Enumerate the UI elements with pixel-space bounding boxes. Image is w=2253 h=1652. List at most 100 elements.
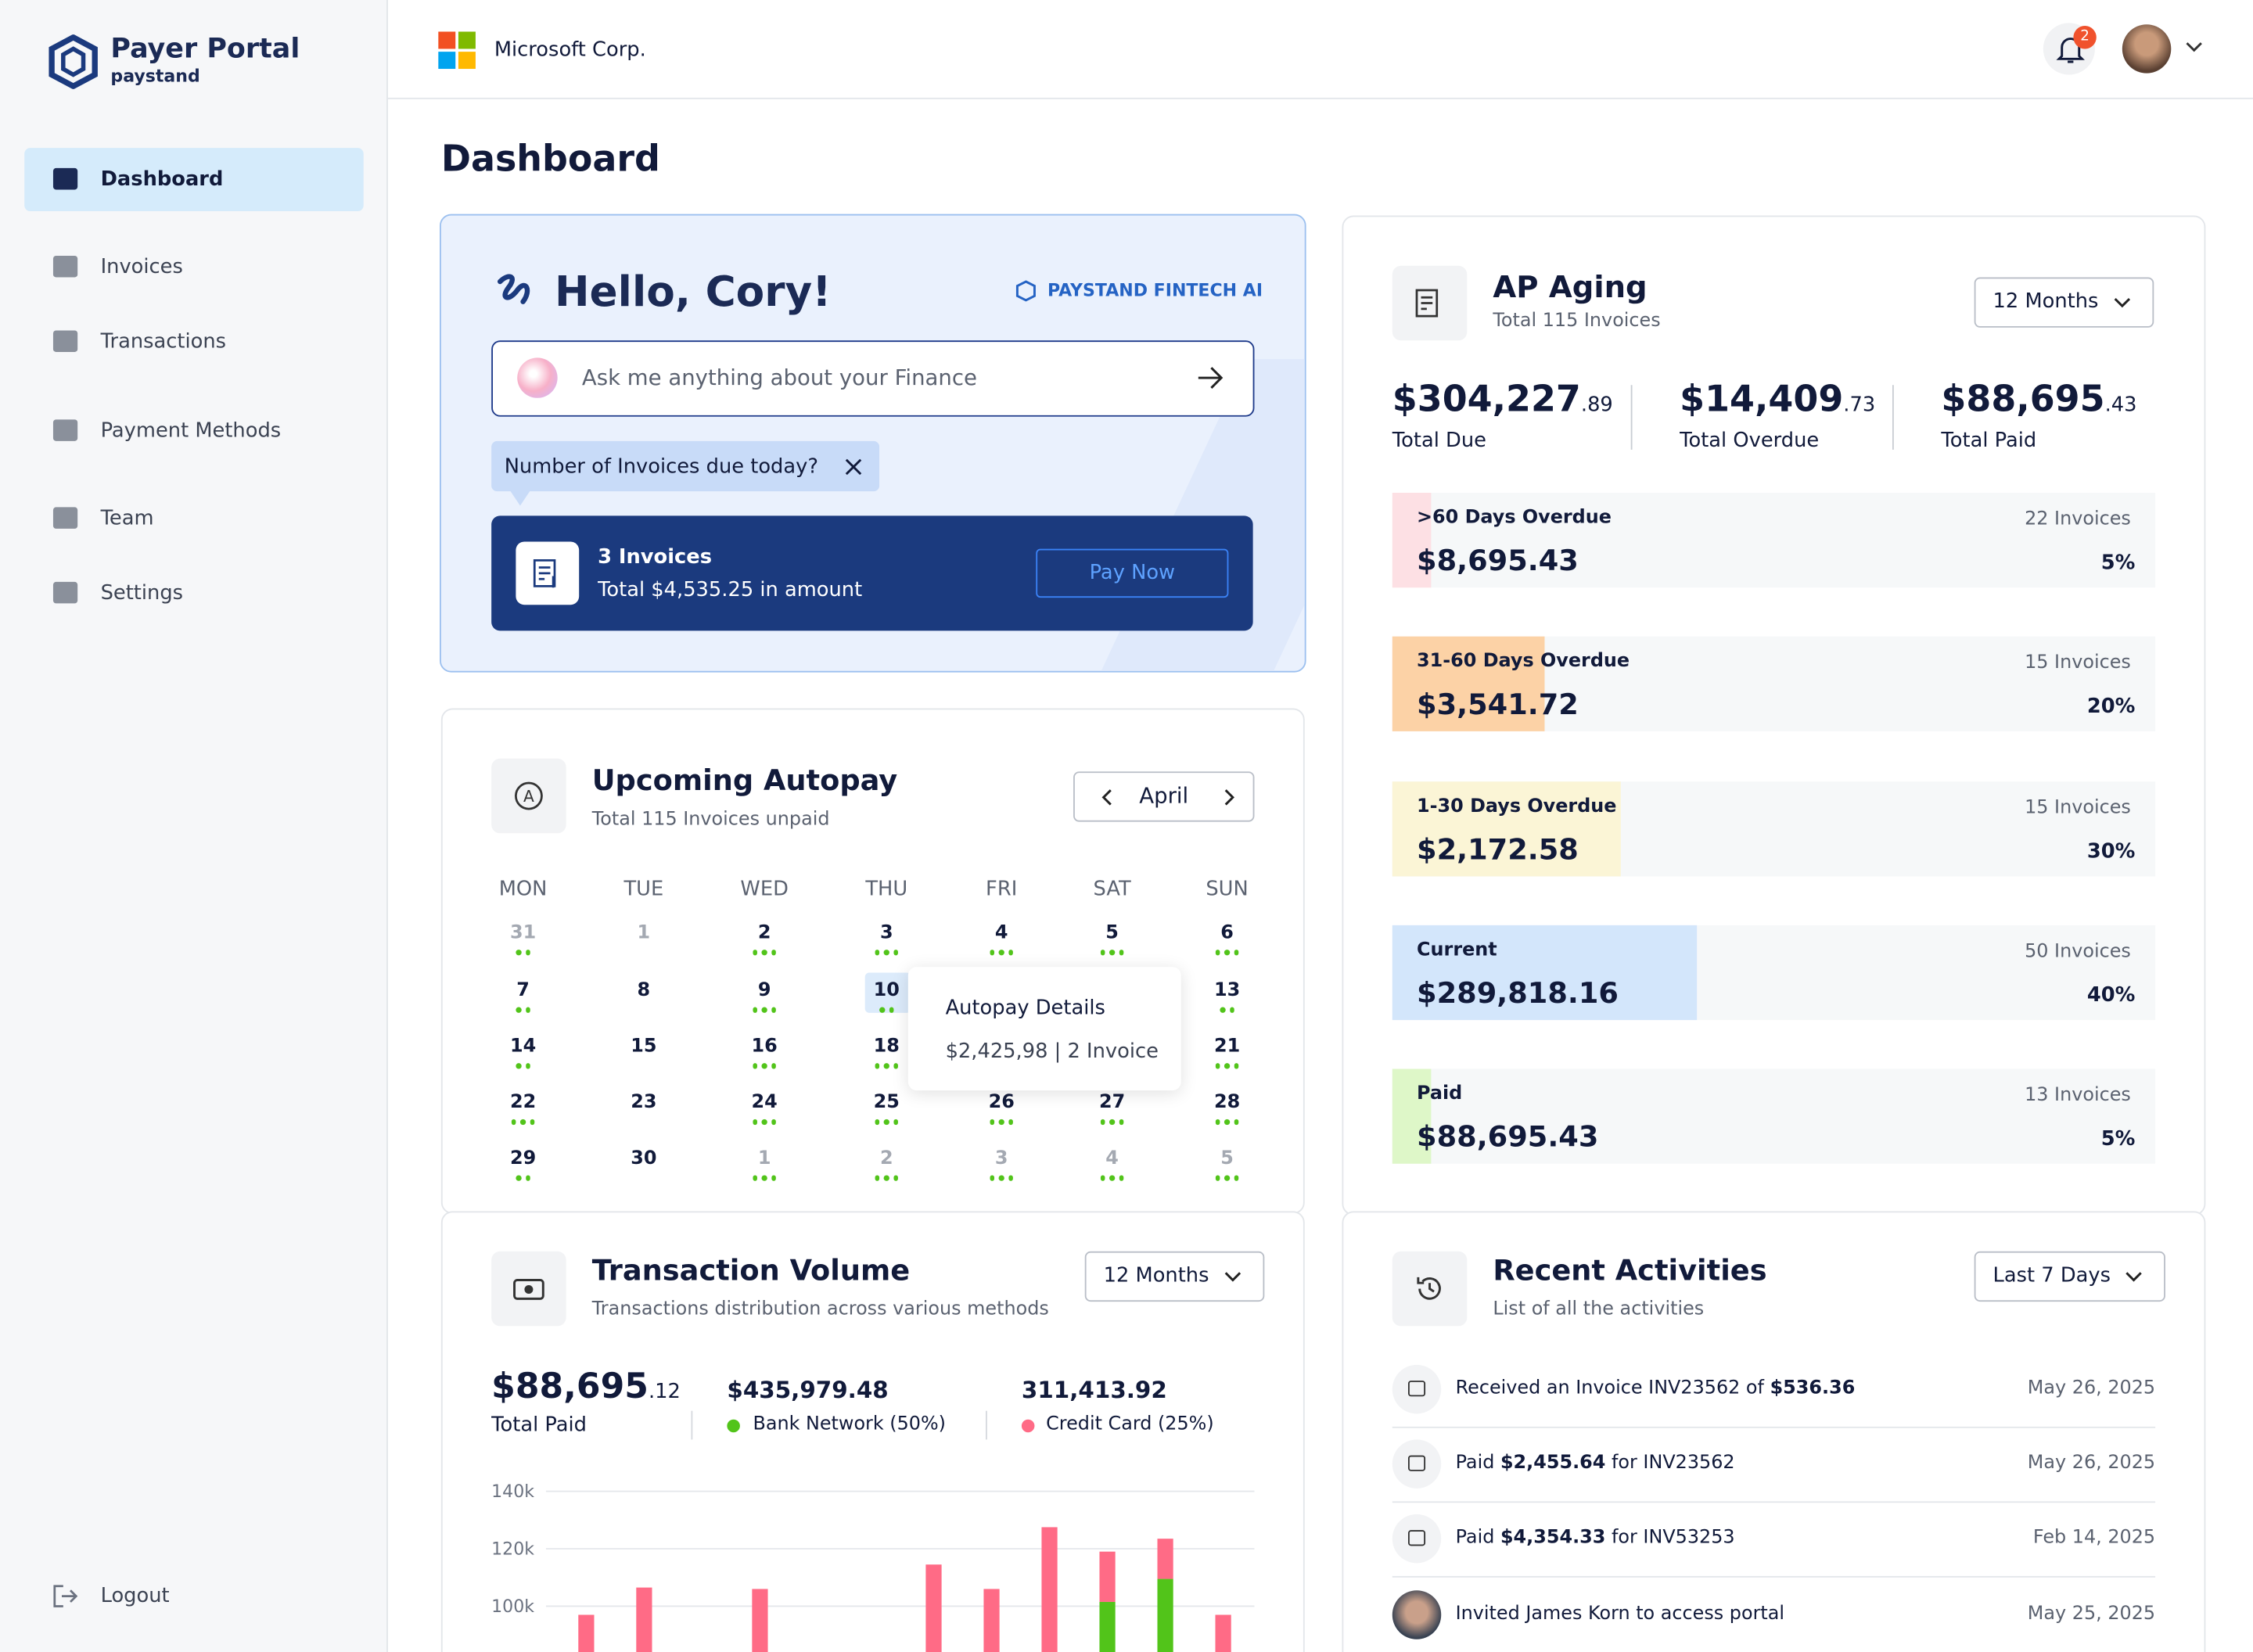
close[interactable]	[845, 458, 862, 476]
day[interactable]: 31	[509, 922, 537, 944]
event-dot	[1234, 1119, 1239, 1125]
event-dot	[1234, 950, 1239, 955]
autopay-icon: A	[515, 781, 543, 810]
suggestion-chip[interactable]	[491, 440, 880, 492]
nav-icon	[52, 581, 78, 604]
day[interactable]: 15	[631, 1036, 657, 1058]
day[interactable]: 26	[988, 1091, 1015, 1114]
amount: $14,409	[1680, 378, 1844, 420]
day[interactable]: 24	[751, 1091, 778, 1114]
event-dot	[884, 1063, 889, 1068]
day[interactable]: 6	[1220, 922, 1234, 944]
total-label: Total Paid	[1941, 429, 2037, 453]
event-dot	[511, 1119, 516, 1125]
nav-item[interactable]: Team	[100, 507, 154, 530]
page-title: Dashboard	[440, 138, 660, 180]
amount: $88,695	[491, 1366, 649, 1407]
ai-icon	[497, 274, 530, 304]
day[interactable]: 9	[757, 979, 771, 1002]
period: 12 Months	[1992, 290, 2099, 314]
month-arrows[interactable]	[1099, 788, 1257, 808]
nav-item[interactable]: Payment Methods	[100, 419, 282, 443]
day[interactable]: 1	[757, 1147, 771, 1170]
nav-item[interactable]: Settings	[100, 581, 184, 605]
day[interactable]: 21	[1213, 1036, 1241, 1058]
day[interactable]: 2	[879, 1147, 893, 1170]
event-dot	[1215, 1063, 1220, 1068]
send[interactable]	[1195, 365, 1224, 391]
nav-active[interactable]	[24, 148, 364, 211]
separator	[1392, 1426, 2156, 1428]
text-part: Invited James Korn to access portal	[1455, 1603, 1785, 1625]
day[interactable]: 3	[994, 1147, 1008, 1170]
day[interactable]: 3	[879, 922, 893, 944]
day[interactable]: 25	[873, 1091, 900, 1114]
pay-now[interactable]: Pay Now	[1036, 548, 1229, 598]
topbar-border	[387, 97, 2253, 99]
period-dropdown[interactable]: 12 Months	[1974, 277, 2154, 328]
day[interactable]: 23	[631, 1091, 657, 1114]
event-dot	[761, 1007, 767, 1012]
suggestion: Number of Invoices due today?	[504, 455, 819, 479]
nav-item[interactable]: Dashboard	[100, 167, 224, 192]
autopay-subtitle: Total 115 Invoices unpaid	[591, 809, 830, 831]
event-dot	[1215, 1175, 1220, 1180]
result-title: 3 Invoices	[598, 545, 713, 569]
period-dropdown[interactable]: Last 7 Days	[1974, 1251, 2165, 1302]
period-dropdown[interactable]: 12 Months	[1084, 1251, 1265, 1302]
chevron	[2114, 298, 2131, 308]
text-part: Paid	[1455, 1528, 1500, 1550]
day[interactable]: 16	[751, 1036, 778, 1058]
day[interactable]: 27	[1099, 1091, 1126, 1114]
day[interactable]: 28	[1213, 1091, 1241, 1114]
greeting: Hello, Cory!	[554, 267, 832, 317]
divider	[1630, 385, 1633, 450]
aging-bar	[1392, 1068, 1431, 1165]
nav-item[interactable]: Invoices	[100, 255, 183, 279]
day[interactable]: 22	[509, 1091, 537, 1114]
event-dot	[889, 1007, 894, 1012]
total-paid: $88,695.12	[491, 1368, 681, 1411]
event-dot	[1008, 950, 1014, 955]
ai-orb	[517, 357, 558, 398]
day[interactable]: 4	[1105, 1147, 1119, 1170]
day[interactable]: 8	[637, 979, 651, 1002]
activity-icon	[1392, 1364, 1442, 1414]
aging-amount: $2,172.58	[1417, 831, 1579, 866]
total-label: Total Due	[1392, 429, 1486, 453]
day[interactable]: 5	[1105, 922, 1119, 944]
day[interactable]: 29	[509, 1147, 537, 1170]
day[interactable]: 7	[516, 979, 530, 1002]
event-dot	[875, 950, 880, 955]
chevron	[2125, 1272, 2142, 1282]
event-dot	[1119, 1119, 1124, 1125]
legend-dot	[1021, 1419, 1035, 1433]
event-dot	[875, 1119, 880, 1125]
divider	[985, 1410, 987, 1440]
cents: .73	[1843, 393, 1876, 417]
brand-sub: paystand	[110, 66, 200, 87]
event-dot	[893, 1119, 899, 1125]
event-dot	[525, 1063, 530, 1068]
day[interactable]: 10	[873, 979, 900, 1002]
logout[interactable]: Logout	[100, 1584, 170, 1608]
day[interactable]: 4	[994, 922, 1008, 944]
ask-input[interactable]	[491, 340, 1255, 417]
event-dot	[1234, 1175, 1239, 1180]
nav-item[interactable]: Transactions	[100, 330, 227, 354]
day[interactable]: 5	[1220, 1147, 1234, 1170]
day[interactable]: 13	[1213, 979, 1241, 1002]
aging-label: 1-30 Days Overdue	[1417, 795, 1617, 817]
ap-title: AP Aging	[1493, 270, 1648, 305]
event-dot	[771, 1007, 777, 1012]
tv-subtitle: Transactions distribution across various…	[591, 1298, 1049, 1320]
day[interactable]: 18	[873, 1036, 900, 1058]
aging-bar	[1392, 492, 1431, 588]
day[interactable]: 1	[637, 922, 651, 944]
day[interactable]: 2	[757, 922, 771, 944]
day[interactable]: 30	[631, 1147, 657, 1170]
day[interactable]: 14	[509, 1036, 537, 1058]
y-tick-label: 100k	[491, 1597, 534, 1617]
avatar[interactable]	[2122, 24, 2172, 74]
